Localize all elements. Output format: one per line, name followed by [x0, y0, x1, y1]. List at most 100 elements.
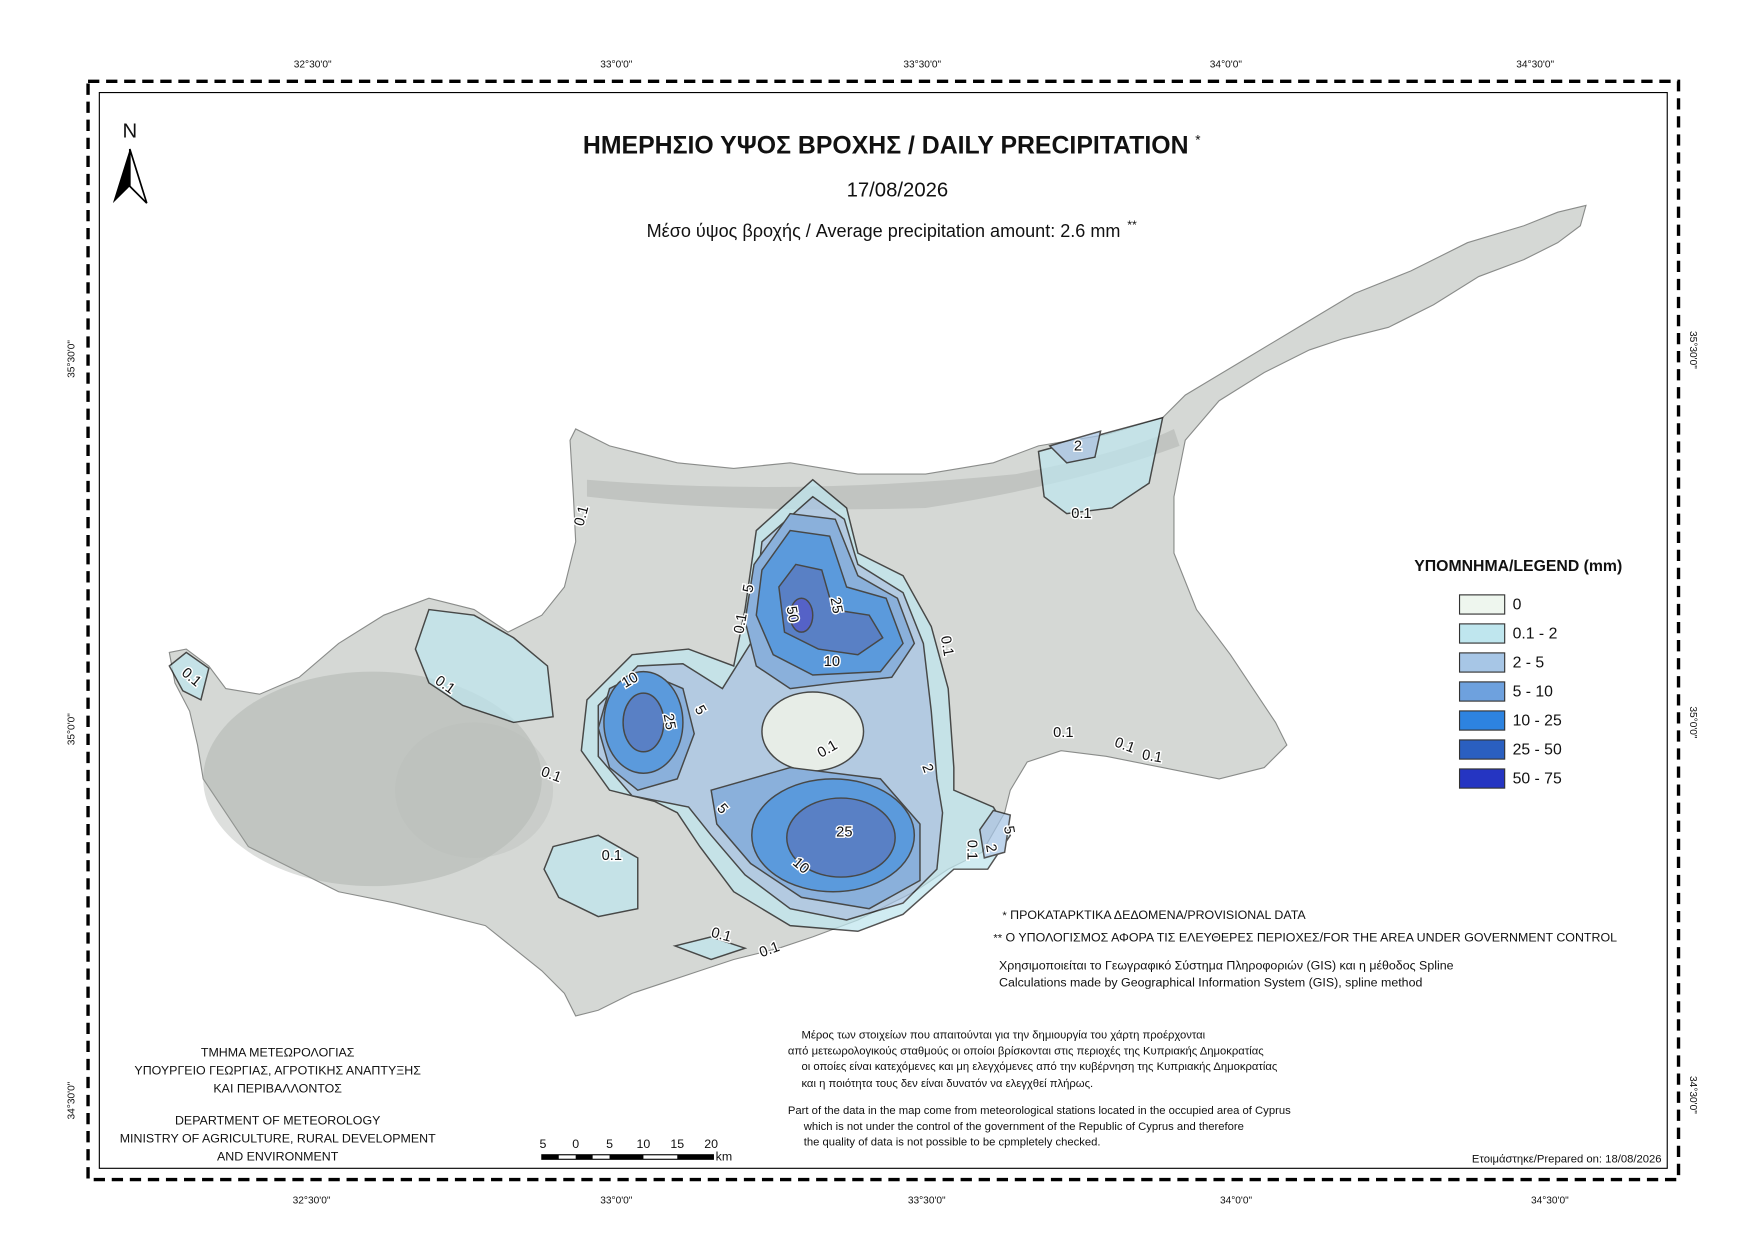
- legend-swatch: [1458, 768, 1506, 789]
- graticule-right: 35°30'0" 35°0'0" 34°30'0": [1687, 331, 1698, 1114]
- zone: [979, 809, 1012, 859]
- disclaimer-line: the quality of data is not possible to b…: [804, 1137, 1101, 1149]
- scale-segment: [541, 1154, 559, 1160]
- zone: [168, 651, 210, 701]
- graticule-bottom: 32°30'0" 33°0'0" 33°30'0" 34°0'0" 34°30'…: [293, 1195, 1569, 1206]
- credit-line: MINISTRY OF AGRICULTURE, RURAL DEVELOPME…: [120, 1131, 436, 1145]
- title-mark: *: [1195, 132, 1201, 147]
- prepared-on: Ετοιμάστηκε/Prepared on: 18/08/2026: [1472, 1154, 1662, 1166]
- note-mark: **: [993, 932, 1002, 944]
- relief-shade: [395, 722, 554, 858]
- contour-label: 25: [836, 824, 852, 840]
- disclaimer-line: οι οποίες είναι κατεχόμενες και μη ελεγχ…: [801, 1061, 1277, 1073]
- disclaimer-line: από μετεωρολογικούς σταθμούς οι οποίοι β…: [788, 1045, 1264, 1057]
- note: ** Ο ΥΠΟΛΟΓΙΣΜΟΣ ΑΦΟΡΑ ΤΙΣ ΕΛΕΥΘΕΡΕΣ ΠΕΡΙ…: [993, 930, 1617, 944]
- subtitle-text: Μέσο ύψος βροχής / Average precipitation…: [647, 221, 1121, 241]
- contour-label: 0.1: [602, 848, 622, 864]
- zone: [414, 608, 554, 724]
- legend-swatch: [1458, 681, 1506, 702]
- arrow-left: [112, 149, 130, 204]
- disclaimer: Μέρος των στοιχείων που απαιτούνται για …: [788, 1029, 1291, 1148]
- legend-label: 25 - 50: [1513, 742, 1562, 759]
- disclaimer-line: which is not under the control of the go…: [803, 1121, 1244, 1133]
- legend-label: 10 - 25: [1513, 713, 1562, 730]
- scale-segment: [677, 1154, 714, 1160]
- scale-label: 10: [637, 1137, 651, 1151]
- sheet: 32°30'0" 33°0'0" 33°30'0" 34°0'0" 34°30'…: [67, 60, 1698, 1207]
- credit-line: ΤΜΗΜΑ ΜΕΤΕΩΡΟΛΟΓΙΑΣ: [201, 1046, 355, 1060]
- note: * ΠΡΟΚΑΤΑΡΚΤΙΚΑ ΔΕΔΟΜΕΝΑ/PROVISIONAL DATA: [1002, 908, 1306, 922]
- notes: * ΠΡΟΚΑΤΑΡΚΤΙΚΑ ΔΕΔΟΜΕΝΑ/PROVISIONAL DATA…: [993, 908, 1617, 990]
- contour-label: 50: [783, 605, 802, 624]
- contour-label: 0.1: [1141, 747, 1164, 766]
- zone: [789, 597, 814, 633]
- north-label: N: [122, 121, 137, 143]
- legend-swatch: [1458, 623, 1506, 644]
- disclaimer-line: Part of the data in the map come from me…: [788, 1105, 1291, 1117]
- coord-label: 34°30'0": [67, 1081, 78, 1119]
- precipitation-zones: [168, 416, 1164, 961]
- zone: [786, 797, 896, 878]
- coord-label: 34°0'0": [1210, 60, 1243, 71]
- method-line: Calculations made by Geographical Inform…: [999, 976, 1422, 990]
- arrow-right: [128, 148, 148, 204]
- coord-label: 33°0'0": [600, 1195, 633, 1206]
- coord-label: 34°30'0": [1516, 60, 1554, 71]
- coord-label: 34°0'0": [1220, 1195, 1253, 1206]
- legend-swatch: [1458, 652, 1506, 673]
- note-text: Ο ΥΠΟΛΟΓΙΣΜΟΣ ΑΦΟΡΑ ΤΙΣ ΕΛΕΥΘΕΡΕΣ ΠΕΡΙΟΧ…: [1006, 930, 1618, 944]
- subtitle-mark: **: [1127, 218, 1137, 232]
- legend-swatch: [1458, 594, 1506, 615]
- date: 17/08/2026: [847, 179, 949, 201]
- north-arrow: N: [112, 121, 148, 204]
- coord-label: 33°30'0": [903, 60, 941, 71]
- legend-label: 0: [1513, 597, 1522, 614]
- contour-label: 0.1: [963, 840, 979, 860]
- credits: ΤΜΗΜΑ ΜΕΤΕΩΡΟΛΟΓΙΑΣ ΥΠΟΥΡΓΕΙΟ ΓΕΩΡΓΙΑΣ, …: [120, 1046, 436, 1164]
- coord-label: 32°30'0": [293, 1195, 331, 1206]
- contour-label: 10: [824, 654, 840, 670]
- method-line: Χρησιμοποιείται το Γεωγραφικό Σύστημα Πλ…: [999, 959, 1454, 973]
- legend-title: ΥΠΟΜΝΗΜΑ/LEGEND (mm): [1414, 558, 1622, 575]
- coord-label: 35°30'0": [67, 340, 78, 378]
- zone: [761, 691, 865, 772]
- contour-label: 0.1: [709, 925, 733, 946]
- credit-line: DEPARTMENT OF METEOROLOGY: [175, 1113, 380, 1127]
- relief-shade: [586, 428, 1180, 510]
- coord-label: 34°30'0": [1531, 1195, 1569, 1206]
- relief-shade: [203, 671, 542, 887]
- contour-label: 0.1: [1071, 506, 1091, 522]
- zone: [672, 936, 748, 961]
- legend-label: 5 - 10: [1513, 684, 1554, 701]
- legend-label: 2 - 5: [1513, 655, 1545, 672]
- coord-label: 33°0'0": [600, 60, 633, 71]
- contour-label: 0.1: [572, 504, 593, 528]
- scale-segment: [575, 1154, 593, 1160]
- coord-label: 34°30'0": [1687, 1076, 1698, 1114]
- title-text: ΗΜΕΡΗΣΙΟ ΥΨΟΣ ΒΡΟΧΗΣ / DAILY PRECIPITATI…: [583, 133, 1189, 160]
- credit-line: AND ENVIRONMENT: [217, 1149, 339, 1163]
- contour-label: 25: [827, 596, 846, 615]
- zone: [543, 834, 639, 918]
- contour-label: 0.1: [1053, 725, 1073, 741]
- scale-label: 5: [606, 1137, 613, 1151]
- zone: [622, 692, 665, 753]
- legend-swatch: [1458, 710, 1506, 731]
- note-text: ΠΡΟΚΑΤΑΡΚΤΙΚΑ ΔΕΔΟΜΕΝΑ/PROVISIONAL DATA: [1010, 908, 1306, 922]
- credit-line: ΥΠΟΥΡΓΕΙΟ ΓΕΩΡΓΙΑΣ, ΑΓΡΟΤΙΚΗΣ ΑΝΑΠΤΥΞΗΣ: [134, 1064, 421, 1078]
- scale-segment: [609, 1154, 644, 1160]
- scale-bar: 5 0 5 10 15 20 km: [539, 1137, 732, 1163]
- coord-label: 35°30'0": [1687, 331, 1698, 369]
- disclaimer-line: και η ποιότητα τους δεν είναι δυνατόν να…: [801, 1078, 1093, 1090]
- disclaimer-line: Μέρος των στοιχείων που απαιτούνται για …: [801, 1029, 1205, 1041]
- contour-label: 25: [660, 712, 679, 731]
- coord-label: 33°30'0": [908, 1195, 946, 1206]
- zone: [1037, 416, 1164, 515]
- scale-unit: km: [716, 1149, 733, 1163]
- contour-label: 0.1: [937, 635, 956, 658]
- graticule-left: 35°30'0" 35°0'0" 34°30'0": [67, 340, 78, 1120]
- title: ΗΜΕΡΗΣΙΟ ΥΨΟΣ ΒΡΟΧΗΣ / DAILY PRECIPITATI…: [583, 132, 1201, 159]
- coord-label: 35°0'0": [1687, 706, 1698, 739]
